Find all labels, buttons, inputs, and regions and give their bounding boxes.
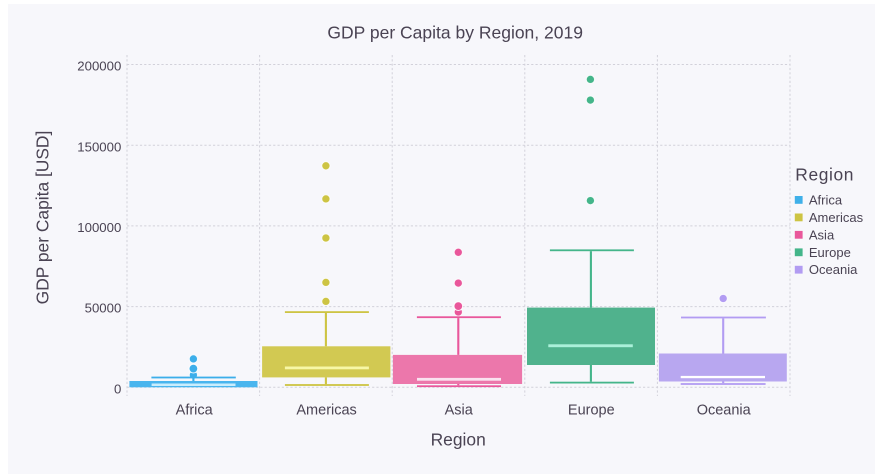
svg-text:Oceania: Oceania xyxy=(809,262,858,277)
svg-text:GDP per Capita [USD]: GDP per Capita [USD] xyxy=(33,131,53,305)
svg-text:Europe: Europe xyxy=(568,403,615,419)
svg-text:Asia: Asia xyxy=(445,403,474,419)
svg-text:50000: 50000 xyxy=(85,301,122,316)
svg-text:Europe: Europe xyxy=(809,245,851,260)
svg-text:Oceania: Oceania xyxy=(697,403,752,419)
svg-text:GDP per Capita by Region, 2019: GDP per Capita by Region, 2019 xyxy=(327,23,583,43)
svg-text:Americas: Americas xyxy=(809,210,864,225)
svg-text:Americas: Americas xyxy=(296,403,356,419)
svg-text:Region: Region xyxy=(431,429,486,449)
svg-text:0: 0 xyxy=(114,381,121,396)
svg-text:150000: 150000 xyxy=(77,139,121,154)
svg-text:200000: 200000 xyxy=(77,59,121,74)
svg-text:Asia: Asia xyxy=(809,227,835,242)
svg-text:Africa: Africa xyxy=(809,192,843,207)
svg-text:Region: Region xyxy=(795,165,854,185)
svg-text:Africa: Africa xyxy=(176,403,214,419)
svg-text:100000: 100000 xyxy=(77,220,121,235)
